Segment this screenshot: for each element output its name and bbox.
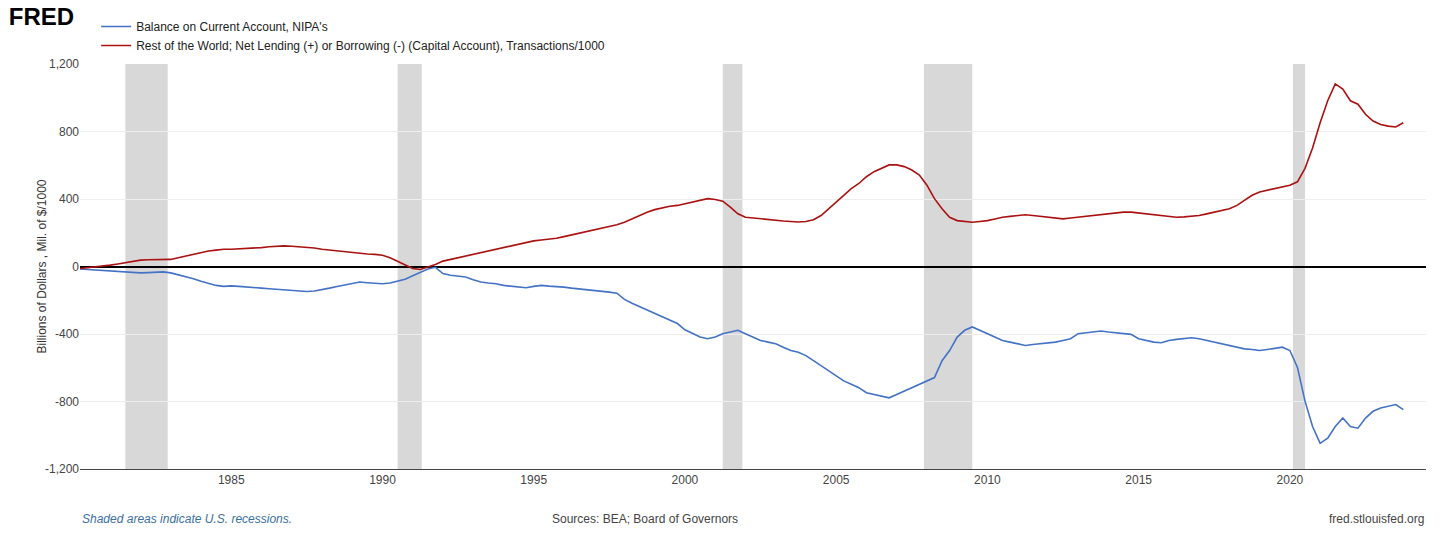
- svg-text:fred.stlouisfed.org: fred.stlouisfed.org: [1329, 512, 1424, 526]
- svg-text:-800: -800: [55, 395, 79, 409]
- svg-text:FRED: FRED: [9, 3, 74, 30]
- svg-text:-400: -400: [55, 327, 79, 341]
- svg-text:1985: 1985: [218, 473, 245, 487]
- svg-text:1990: 1990: [369, 473, 396, 487]
- svg-text:2010: 2010: [974, 473, 1001, 487]
- svg-text:Balance on Current Account, NI: Balance on Current Account, NIPA's: [136, 20, 328, 34]
- svg-text:1995: 1995: [520, 473, 547, 487]
- svg-text:Sources: BEA; Board of Governo: Sources: BEA; Board of Governors: [552, 512, 738, 526]
- svg-text:-1,200: -1,200: [45, 462, 79, 476]
- svg-text:2020: 2020: [1277, 473, 1304, 487]
- svg-text:2015: 2015: [1125, 473, 1152, 487]
- svg-text:400: 400: [59, 192, 79, 206]
- svg-text:2000: 2000: [672, 473, 699, 487]
- svg-text:2005: 2005: [823, 473, 850, 487]
- svg-text:0: 0: [72, 260, 79, 274]
- svg-text:Shaded areas indicate U.S. rec: Shaded areas indicate U.S. recessions.: [82, 512, 292, 526]
- svg-text:1,200: 1,200: [49, 57, 79, 71]
- svg-text:Rest of the World; Net Lending: Rest of the World; Net Lending (+) or Bo…: [136, 39, 605, 53]
- svg-text:800: 800: [59, 125, 79, 139]
- svg-text:Billions of Dollars , Mil. of: Billions of Dollars , Mil. of $/1000: [35, 179, 49, 353]
